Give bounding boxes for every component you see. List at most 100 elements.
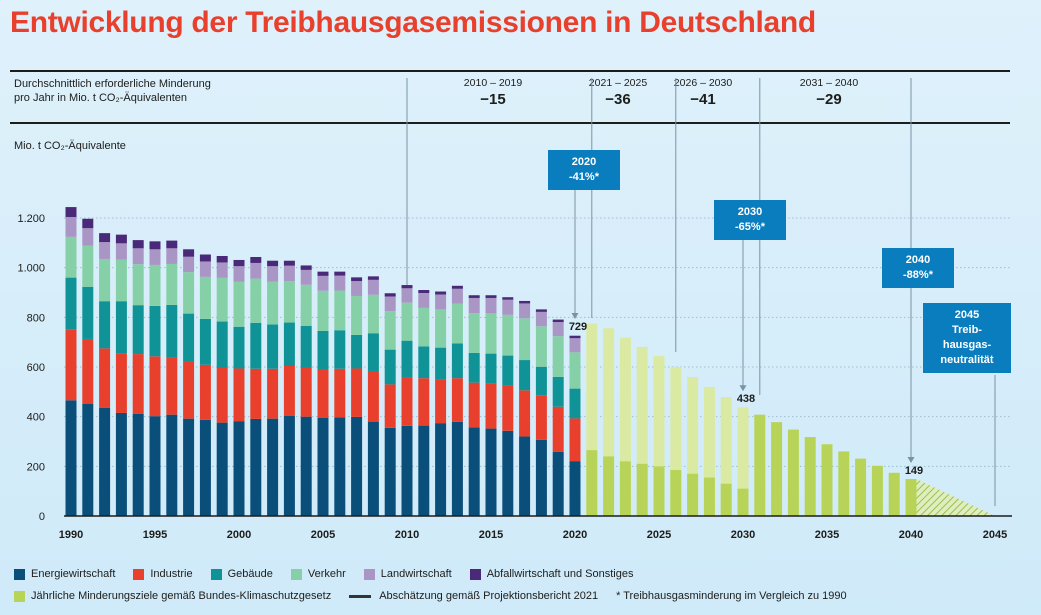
target-bar (905, 478, 917, 516)
bar-segment-energie (502, 430, 514, 516)
bar-segment-landwirtschaft (149, 249, 161, 265)
bar-segment-verkehr (468, 313, 480, 353)
bar-segment-industrie (166, 357, 178, 415)
bar-segment-gebaeude (99, 301, 111, 349)
callout-2020: 2020 -41%* (548, 150, 620, 190)
target-bar (888, 472, 900, 516)
bar-segment-industrie (485, 383, 497, 429)
bar-segment-abfall (317, 271, 329, 276)
header-desc-line1: Durchschnittlich erforderliche Minderung (14, 78, 211, 90)
bar-segment-gebaeude (166, 304, 178, 358)
bar-segment-verkehr (300, 284, 312, 326)
period-years: 2026 – 2030 (673, 77, 733, 89)
bar-segment-landwirtschaft (99, 242, 111, 259)
bar-segment-landwirtschaft (351, 281, 363, 296)
bar-segment-gebaeude (115, 301, 127, 354)
callout-2040: 2040 -88%* (882, 248, 954, 288)
bar-segment-gebaeude (250, 322, 262, 369)
y-tick-label: 800 (27, 312, 45, 324)
y-tick-label: 600 (27, 362, 45, 374)
legend-item-abfall: Abfallwirtschaft und Sonstiges (469, 568, 633, 580)
bar-segment-landwirtschaft (199, 261, 211, 277)
target-bar (838, 451, 850, 516)
bar-segment-energie (199, 419, 211, 516)
x-tick-label: 2040 (899, 529, 923, 541)
target-bar (636, 346, 648, 516)
bar-segment-energie (300, 416, 312, 516)
x-tick-label: 2045 (983, 529, 1007, 541)
bar-segment-landwirtschaft (502, 299, 514, 315)
bar-segment-energie (401, 425, 413, 516)
header-desc-line2: pro Jahr in Mio. t CO₂-Äquivalenten (14, 92, 188, 104)
bar-segment-landwirtschaft (317, 275, 329, 291)
target-bar (737, 407, 749, 516)
bar-segment-industrie (351, 368, 363, 417)
period-years: 2010 – 2019 (463, 77, 523, 89)
bar-segment-landwirtschaft (468, 297, 480, 314)
legend-row-1: Energiewirtschaft Industrie Gebäude Verk… (14, 568, 651, 580)
bar-segment-landwirtschaft (115, 243, 127, 260)
legend-swatch (14, 590, 25, 602)
bar-segment-gebaeude (401, 340, 413, 378)
bar-segment-verkehr (149, 264, 161, 306)
bar-segment-verkehr (384, 311, 396, 350)
bar-segment-abfall (183, 249, 195, 257)
bar-segment-landwirtschaft (300, 269, 312, 285)
legend-label: Industrie (150, 568, 193, 580)
bar-segment-gebaeude (451, 343, 463, 379)
bar-segment-abfall (166, 240, 178, 249)
bar-segment-gebaeude (418, 346, 430, 379)
bar-segment-gebaeude (569, 388, 581, 419)
target-bar (821, 444, 833, 516)
bar-segment-industrie (317, 369, 329, 418)
bar-segment-industrie (535, 395, 547, 440)
data-label: 729 (569, 321, 587, 333)
x-tick-label: 2000 (227, 529, 251, 541)
period-2031-2040: 2031 – 2040 −29 (784, 77, 874, 108)
bar-segment-abfall (401, 285, 413, 289)
callout-2030-pct: -65%* (735, 221, 765, 233)
target-bar-core (687, 473, 699, 516)
bar-segment-landwirtschaft (267, 266, 279, 282)
callout-2040-pct: -88%* (903, 269, 933, 281)
target-bar (670, 367, 682, 516)
header-top-rule (10, 70, 1010, 72)
bar-segment-verkehr (183, 272, 195, 314)
bar-segment-verkehr (132, 264, 144, 306)
bar-segment-abfall (132, 240, 144, 249)
bar-segment-abfall (435, 291, 447, 295)
bar-segment-energie (451, 421, 463, 516)
bar-segment-energie (552, 451, 564, 516)
bar-segment-landwirtschaft (82, 228, 94, 246)
y-tick-label: 1.200 (17, 213, 45, 225)
legend-swatch (133, 568, 145, 580)
bar-segment-industrie (384, 384, 396, 428)
callout-2030: 2030 -65%* (714, 200, 786, 240)
bar-segment-industrie (435, 379, 447, 424)
bar-segment-energie (233, 421, 245, 516)
legend-item-landwirtschaft: Landwirtschaft (363, 568, 452, 580)
bar-segment-gebaeude (300, 325, 312, 368)
legend-item-verkehr: Verkehr (290, 568, 346, 580)
target-bar-core (670, 470, 682, 516)
bar-segment-abfall (199, 254, 211, 262)
bar-segment-abfall (552, 319, 564, 323)
bar-segment-abfall (267, 260, 279, 267)
bar-segment-energie (267, 418, 279, 516)
bar-segment-gebaeude (552, 376, 564, 407)
bar-segment-landwirtschaft (334, 275, 346, 291)
callout-2045-line3: hausgas- (942, 339, 992, 351)
bar-segment-gebaeude (351, 334, 363, 369)
bar-segment-energie (183, 418, 195, 516)
bar-segment-landwirtschaft (552, 322, 564, 337)
bar-segment-verkehr (199, 276, 211, 319)
bar-segment-landwirtschaft (65, 217, 77, 237)
target-bar (619, 337, 631, 516)
bar-segment-gebaeude (283, 322, 295, 367)
period-value: −15 (480, 91, 506, 108)
bar-segment-energie (384, 427, 396, 516)
bar-segment-industrie (183, 361, 195, 419)
callout-2040-year: 2040 (905, 254, 931, 266)
bar-segment-landwirtschaft (283, 265, 295, 282)
neutrality-wedge (916, 478, 995, 516)
